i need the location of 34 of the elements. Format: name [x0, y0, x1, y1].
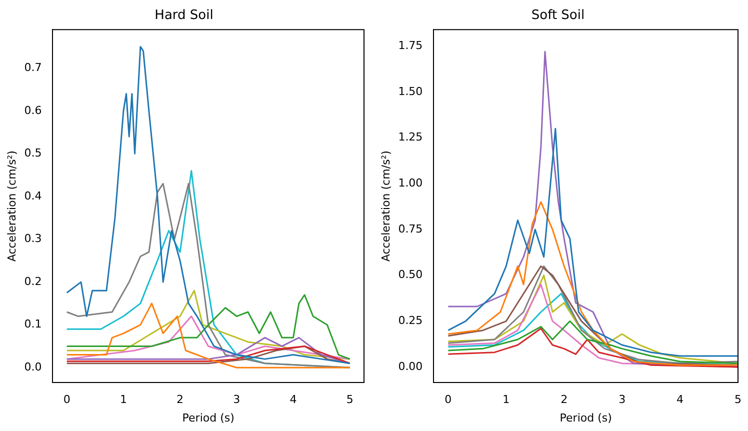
- x-tick-label: 0: [63, 393, 70, 406]
- y-tick-label: 0.75: [398, 222, 423, 236]
- x-tick-label: 2: [560, 393, 568, 406]
- x-axis-title: Period (s): [560, 411, 612, 424]
- y-tick-label: 0.6: [24, 104, 42, 117]
- y-tick-label: 1.00: [398, 176, 423, 190]
- x-tick-label: 5: [346, 393, 354, 406]
- y-tick-label: 0.0: [24, 360, 42, 374]
- x-tick-label: 3: [618, 393, 626, 406]
- y-tick-label: 1.50: [398, 84, 423, 98]
- x-axis-title: Period (s): [182, 411, 234, 424]
- y-tick-label: 1.25: [398, 130, 423, 144]
- x-tick-label: 3: [233, 393, 240, 406]
- chart-title: Soft Soil: [531, 8, 585, 24]
- y-tick-label: 0.00: [398, 360, 423, 373]
- y-tick-label: 0.3: [24, 232, 42, 246]
- y-tick-label: 1.75: [398, 38, 423, 52]
- y-tick-label: 0.5: [24, 146, 42, 160]
- y-axis-title: Acceleration (cm/s²): [379, 150, 392, 262]
- x-tick-label: 5: [734, 393, 742, 406]
- y-tick-label: 0.7: [24, 60, 42, 74]
- y-axis-title: Acceleration (cm/s²): [5, 150, 18, 262]
- x-tick-label: 2: [176, 393, 184, 406]
- x-tick-label: 0: [444, 393, 452, 406]
- y-tick-label: 0.50: [398, 268, 423, 282]
- y-tick-label: 0.25: [398, 314, 423, 328]
- y-tick-label: 0.1: [24, 318, 42, 331]
- x-tick-label: 4: [676, 393, 684, 406]
- x-tick-label: 1: [120, 393, 127, 406]
- chart-title: Hard Soil: [154, 8, 214, 24]
- y-tick-label: 0.4: [24, 189, 42, 202]
- y-tick-label: 0.2: [24, 274, 42, 288]
- x-tick-label: 4: [290, 393, 297, 406]
- x-tick-label: 1: [502, 393, 510, 406]
